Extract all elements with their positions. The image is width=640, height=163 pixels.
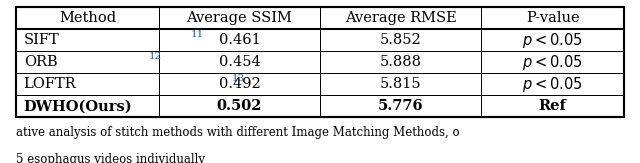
Text: $p < 0.05$: $p < 0.05$ xyxy=(522,31,583,50)
Text: ative analysis of stitch methods with different Image Matching Methods, o: ative analysis of stitch methods with di… xyxy=(16,126,460,139)
Text: 11: 11 xyxy=(190,30,204,39)
Text: 5 esophagus videos individually: 5 esophagus videos individually xyxy=(16,153,205,163)
Text: Ref: Ref xyxy=(539,99,566,113)
Text: 5.776: 5.776 xyxy=(378,99,424,113)
Text: SIFT: SIFT xyxy=(24,33,60,47)
Text: Average RMSE: Average RMSE xyxy=(345,11,456,25)
Text: 5.852: 5.852 xyxy=(380,33,421,47)
Text: 13: 13 xyxy=(232,74,245,83)
Text: Average SSIM: Average SSIM xyxy=(186,11,292,25)
Text: 0.492: 0.492 xyxy=(219,77,260,91)
Text: $p < 0.05$: $p < 0.05$ xyxy=(522,53,583,72)
Text: $p < 0.05$: $p < 0.05$ xyxy=(522,75,583,94)
Text: ORB: ORB xyxy=(24,55,58,69)
Text: P-value: P-value xyxy=(525,11,579,25)
Text: 12: 12 xyxy=(148,52,162,61)
Text: LOFTR: LOFTR xyxy=(24,77,76,91)
Text: 5.888: 5.888 xyxy=(380,55,422,69)
Text: Method: Method xyxy=(59,11,116,25)
Text: 0.461: 0.461 xyxy=(219,33,260,47)
Text: 0.502: 0.502 xyxy=(217,99,262,113)
Bar xyxy=(16,7,624,117)
Text: 0.454: 0.454 xyxy=(219,55,260,69)
Text: 5.815: 5.815 xyxy=(380,77,421,91)
Text: DWHO(Ours): DWHO(Ours) xyxy=(24,99,132,113)
